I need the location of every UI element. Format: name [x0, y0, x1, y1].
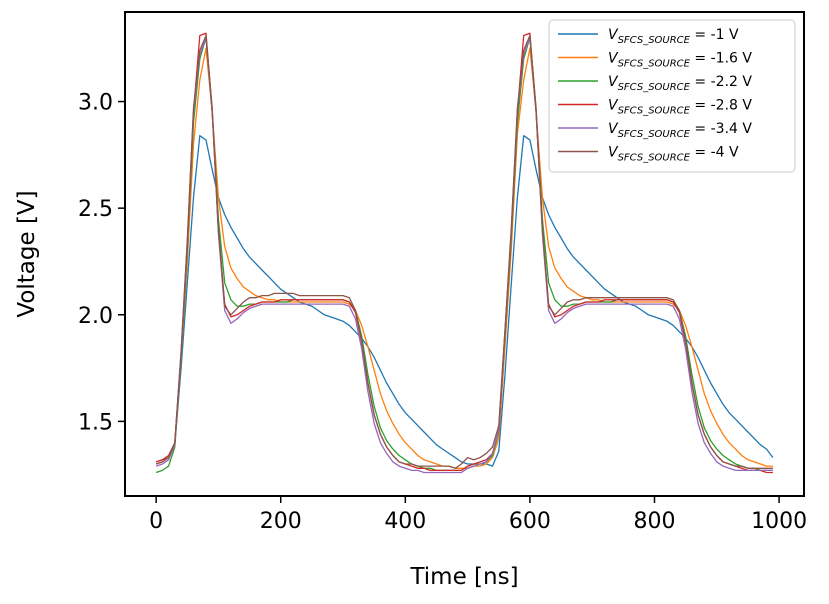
series-line-5 — [155, 36, 773, 474]
series-line-6 — [155, 34, 773, 469]
x-tick-label: 600 — [509, 509, 551, 534]
y-tick-label: 1.5 — [78, 410, 113, 435]
x-axis: 0 200 400 600 800 1000 — [149, 496, 807, 534]
y-tick-label: 3.0 — [78, 91, 113, 116]
legend-label-2: VSFCS_SOURCE = -1.6 V — [608, 51, 752, 70]
y-axis-label: Voltage [V] — [14, 190, 40, 317]
legend-label-6: VSFCS_SOURCE = -4 V — [608, 145, 739, 164]
x-tick-label: 800 — [633, 509, 675, 534]
series-line-4 — [155, 32, 773, 474]
x-tick-label: 200 — [260, 509, 302, 534]
series-line-1 — [155, 135, 774, 467]
x-tick-label: 1000 — [751, 509, 807, 534]
legend-box — [548, 19, 796, 173]
legend-label-4: VSFCS_SOURCE = -2.8 V — [608, 98, 752, 117]
x-axis-label: Time [ns] — [409, 564, 518, 590]
x-tick-label: 400 — [384, 509, 426, 534]
y-tick-label: 2.5 — [78, 197, 113, 222]
legend-label-5: VSFCS_SOURCE = -3.4 V — [608, 121, 752, 140]
legend-label-3: VSFCS_SOURCE = -2.2 V — [608, 74, 752, 93]
plot-frame — [124, 11, 805, 497]
series-layer — [155, 32, 774, 474]
legend: VSFCS_SOURCE = -1 V VSFCS_SOURCE = -1.6 V… — [548, 19, 796, 173]
y-axis: 1.5 2.0 2.5 3.0 — [78, 91, 125, 435]
legend-label-1: VSFCS_SOURCE = -1 V — [608, 27, 739, 46]
y-tick-label: 2.0 — [78, 304, 113, 329]
x-tick-label: 0 — [149, 509, 163, 534]
